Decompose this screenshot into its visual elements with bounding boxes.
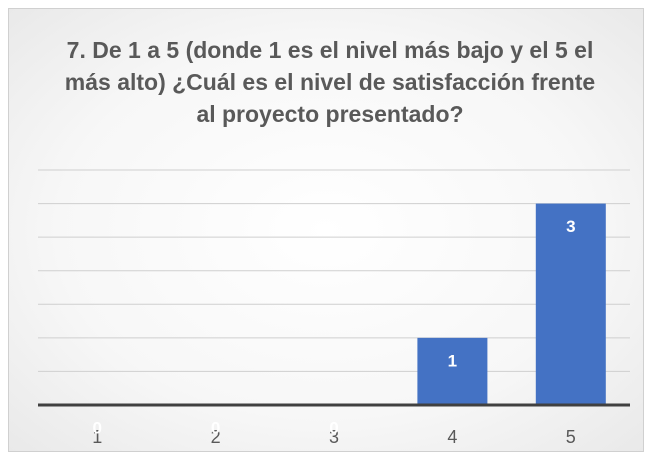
data-label: 0	[211, 418, 220, 437]
x-tick-label: 5	[566, 427, 576, 447]
chart-title: 7. De 1 a 5 (donde 1 es el nivel más baj…	[64, 37, 596, 127]
bar	[417, 337, 488, 405]
x-tick-label: 4	[447, 427, 457, 447]
data-label: 0	[329, 418, 338, 437]
x-tick-label: 3	[329, 427, 339, 447]
data-label: 0	[92, 418, 101, 437]
data-label: 1	[448, 351, 457, 370]
bar	[535, 203, 606, 405]
x-tick-label: 1	[92, 427, 102, 447]
data-label: 3	[566, 217, 575, 236]
x-tick-label: 2	[211, 427, 221, 447]
